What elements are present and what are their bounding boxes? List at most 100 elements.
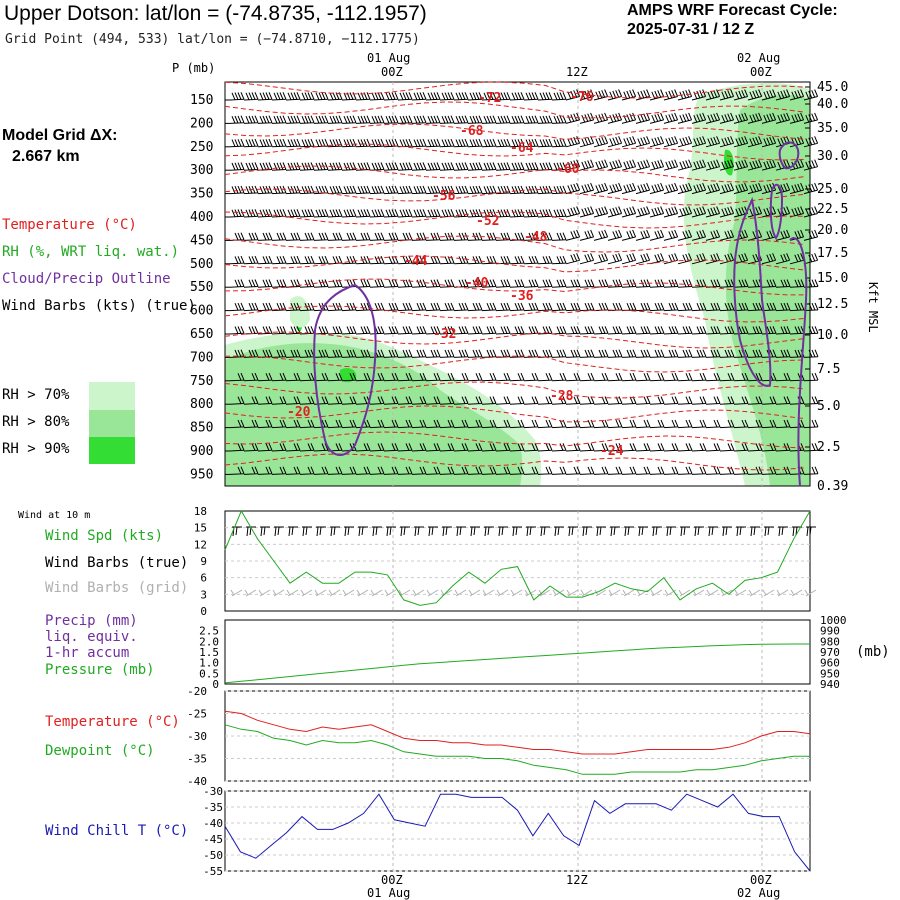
wind-barb <box>593 372 609 382</box>
pressure-tick-label: 300 <box>190 163 213 178</box>
wind-barb <box>285 255 301 265</box>
wind-barb <box>495 185 511 195</box>
wind-barb <box>243 115 259 124</box>
wind-barb <box>705 396 721 405</box>
windchill-panel-tick-label: -35 <box>203 801 223 814</box>
wind-barb <box>327 466 343 475</box>
windchill-panel-tick-label: -45 <box>203 833 223 846</box>
wind-barb <box>580 589 593 597</box>
wind-barb <box>691 182 707 195</box>
wind-barb <box>719 419 735 429</box>
wind-barb <box>705 349 721 358</box>
height-tick-label: 7.5 <box>817 362 840 377</box>
wind-barb <box>607 182 623 195</box>
wind-barb <box>803 443 819 452</box>
wind-barb <box>300 589 313 597</box>
wind-barb <box>621 466 637 475</box>
temperature-contour-label: -56 <box>432 189 456 204</box>
wind-barb-grid <box>229 89 819 475</box>
wind-barb <box>526 526 536 537</box>
wind-barb <box>678 589 691 597</box>
wind-barb <box>495 115 511 124</box>
wind-barbs-grid-label: Wind Barbs (grid) <box>45 580 189 596</box>
wind-barb <box>537 302 553 312</box>
wind-barb <box>677 159 693 171</box>
wind-barb <box>622 589 635 597</box>
windchill-label: Wind Chill T (°C) <box>45 823 189 839</box>
wind-barb <box>649 396 665 405</box>
wind-barb <box>593 443 609 452</box>
wind-barb <box>481 396 497 405</box>
wind-10m-title: Wind at 10 m <box>18 510 91 521</box>
wind-barb <box>495 396 511 405</box>
wind-barb <box>621 229 637 241</box>
wind-barb <box>551 209 567 218</box>
wind-barb <box>551 302 567 312</box>
wind-barb <box>762 589 775 597</box>
wind-barb <box>663 229 679 241</box>
wind-barb <box>692 589 705 597</box>
wind-barb <box>775 159 791 171</box>
wind-barb <box>649 182 665 195</box>
wind-panel-tick-label: 9 <box>200 555 207 568</box>
wind-barb <box>663 89 679 101</box>
wind-barb <box>425 279 441 288</box>
wind-barb <box>481 162 497 171</box>
wind-barb <box>691 279 707 288</box>
wind-barb <box>426 589 439 597</box>
wind-barb <box>579 89 595 101</box>
wind-barb <box>495 372 511 382</box>
wind-barb <box>593 159 609 171</box>
wind-barb <box>803 182 819 195</box>
wind-barb <box>733 89 749 101</box>
pressure-right-tick-label: 940 <box>820 678 840 691</box>
wind-barb <box>355 92 371 101</box>
temperature-contour <box>224 255 806 273</box>
wind-barb <box>481 349 497 358</box>
wind-barb <box>285 396 301 405</box>
wind-barb <box>257 302 273 312</box>
legend-temperature: Temperature (°C) <box>2 217 137 233</box>
wind-barb <box>635 253 651 265</box>
cloud-outline <box>313 283 377 456</box>
top-hour-label-1: 00Z <box>381 65 403 79</box>
wind-barb <box>425 92 441 101</box>
wind-barb <box>439 255 455 265</box>
wind-barb <box>425 326 441 335</box>
wind-barb <box>397 326 413 335</box>
rh-region <box>225 343 523 486</box>
wind-barb <box>593 229 609 241</box>
wind-barb <box>481 209 497 218</box>
wind-barb <box>593 302 609 312</box>
wind-speed-label: Wind Spd (kts) <box>45 528 164 544</box>
wind-barb <box>803 253 819 265</box>
wind-barb <box>733 136 749 148</box>
wind-barb <box>733 253 749 265</box>
wind-barb <box>789 159 805 171</box>
wind-barb <box>747 419 763 429</box>
wind-barb <box>719 182 735 195</box>
wind-barb <box>243 466 259 475</box>
wind-panel-tick-label: 3 <box>200 588 207 601</box>
wind-barb <box>523 115 539 124</box>
wind-barb <box>663 136 679 148</box>
wind-barb <box>341 255 357 265</box>
wind-barb <box>775 396 791 405</box>
wind-barb <box>691 253 707 265</box>
wind-barb <box>439 419 455 429</box>
pressure-tick-label: 650 <box>190 327 213 342</box>
wind-barb <box>453 443 469 452</box>
wind-barb <box>803 349 819 358</box>
wind-barb <box>803 136 819 148</box>
wind-barb <box>719 443 735 452</box>
wind-barb <box>607 159 623 171</box>
wind-barb <box>719 89 735 101</box>
wind-barb <box>635 136 651 148</box>
wind-barb <box>649 326 665 335</box>
wind-barb <box>411 396 427 405</box>
wind-barb <box>411 302 427 312</box>
wind-barb <box>411 443 427 452</box>
rh-swatch-90 <box>89 437 135 464</box>
wind-barb <box>229 372 245 382</box>
